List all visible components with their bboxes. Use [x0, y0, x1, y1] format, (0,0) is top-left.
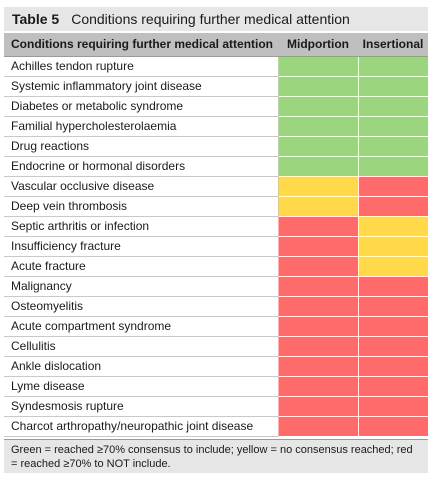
table-row: Osteomyelitis — [4, 296, 428, 317]
condition-name: Septic arthritis or infection — [4, 216, 279, 237]
table-row: Ankle dislocation — [4, 356, 428, 377]
midportion-status-cell — [278, 296, 359, 317]
midportion-status-cell — [278, 396, 359, 417]
insertional-status-cell — [358, 136, 428, 157]
midportion-status-cell — [278, 336, 359, 357]
table-row: Acute compartment syndrome — [4, 316, 428, 337]
midportion-status-cell — [278, 376, 359, 397]
insertional-status-cell — [358, 216, 428, 237]
condition-name: Lyme disease — [4, 376, 279, 397]
condition-name: Acute fracture — [4, 256, 279, 277]
insertional-status-cell — [358, 256, 428, 277]
insertional-status-cell — [358, 276, 428, 297]
insertional-status-cell — [358, 96, 428, 117]
table-row: Cellulitis — [4, 336, 428, 357]
insertional-status-cell — [358, 316, 428, 337]
condition-name: Endocrine or hormonal disorders — [4, 156, 279, 177]
midportion-status-cell — [278, 96, 359, 117]
condition-name: Syndesmosis rupture — [4, 396, 279, 417]
midportion-status-cell — [278, 76, 359, 97]
table-row: Diabetes or metabolic syndrome — [4, 96, 428, 117]
header-condition: Conditions requiring further medical att… — [4, 33, 278, 57]
insertional-status-cell — [358, 416, 428, 437]
table-footnote: Green = reached ≥70% consensus to includ… — [4, 439, 428, 473]
insertional-status-cell — [358, 116, 428, 137]
midportion-status-cell — [278, 56, 359, 77]
header-midportion: Midportion — [278, 33, 358, 57]
table-row: Septic arthritis or infection — [4, 216, 428, 237]
midportion-status-cell — [278, 196, 359, 217]
midportion-status-cell — [278, 256, 359, 277]
table-row: Malignancy — [4, 276, 428, 297]
midportion-status-cell — [278, 216, 359, 237]
table-row: Insufficiency fracture — [4, 236, 428, 257]
table-body: Achilles tendon rupture Systemic inflamma… — [4, 56, 428, 437]
condition-name: Drug reactions — [4, 136, 279, 157]
midportion-status-cell — [278, 236, 359, 257]
table-row: Familial hypercholesterolaemia — [4, 116, 428, 137]
condition-name: Osteomyelitis — [4, 296, 279, 317]
conditions-table: Conditions requiring further medical att… — [4, 33, 428, 437]
table-row: Deep vein thrombosis — [4, 196, 428, 217]
condition-name: Ankle dislocation — [4, 356, 279, 377]
insertional-status-cell — [358, 76, 428, 97]
insertional-status-cell — [358, 376, 428, 397]
table-row: Lyme disease — [4, 376, 428, 397]
condition-name: Diabetes or metabolic syndrome — [4, 96, 279, 117]
table-row: Achilles tendon rupture — [4, 56, 428, 77]
table-row: Vascular occlusive disease — [4, 176, 428, 197]
condition-name: Achilles tendon rupture — [4, 56, 279, 77]
insertional-status-cell — [358, 196, 428, 217]
table-caption: Conditions requiring further medical att… — [71, 11, 350, 27]
insertional-status-cell — [358, 156, 428, 177]
insertional-status-cell — [358, 396, 428, 417]
table-row: Systemic inflammatory joint disease — [4, 76, 428, 97]
insertional-status-cell — [358, 336, 428, 357]
condition-name: Acute compartment syndrome — [4, 316, 279, 337]
table-number: Table 5 — [12, 11, 60, 27]
condition-name: Insufficiency fracture — [4, 236, 279, 257]
insertional-status-cell — [358, 296, 428, 317]
table-row: Endocrine or hormonal disorders — [4, 156, 428, 177]
condition-name: Charcot arthropathy/neuropathic joint di… — [4, 416, 279, 437]
condition-name: Vascular occlusive disease — [4, 176, 279, 197]
midportion-status-cell — [278, 136, 359, 157]
insertional-status-cell — [358, 236, 428, 257]
condition-name: Cellulitis — [4, 336, 279, 357]
table-row: Syndesmosis rupture — [4, 396, 428, 417]
insertional-status-cell — [358, 56, 428, 77]
condition-name: Malignancy — [4, 276, 279, 297]
midportion-status-cell — [278, 416, 359, 437]
insertional-status-cell — [358, 356, 428, 377]
condition-name: Familial hypercholesterolaemia — [4, 116, 279, 137]
insertional-status-cell — [358, 176, 428, 197]
table-row: Charcot arthropathy/neuropathic joint di… — [4, 416, 428, 437]
table-title: Table 5 Conditions requiring further med… — [4, 7, 428, 31]
midportion-status-cell — [278, 276, 359, 297]
midportion-status-cell — [278, 356, 359, 377]
header-insertional: Insertional — [358, 33, 428, 57]
midportion-status-cell — [278, 176, 359, 197]
header-row: Conditions requiring further medical att… — [4, 33, 428, 57]
midportion-status-cell — [278, 316, 359, 337]
midportion-status-cell — [278, 156, 359, 177]
condition-name: Deep vein thrombosis — [4, 196, 279, 217]
table-row: Acute fracture — [4, 256, 428, 277]
table-row: Drug reactions — [4, 136, 428, 157]
midportion-status-cell — [278, 116, 359, 137]
condition-name: Systemic inflammatory joint disease — [4, 76, 279, 97]
